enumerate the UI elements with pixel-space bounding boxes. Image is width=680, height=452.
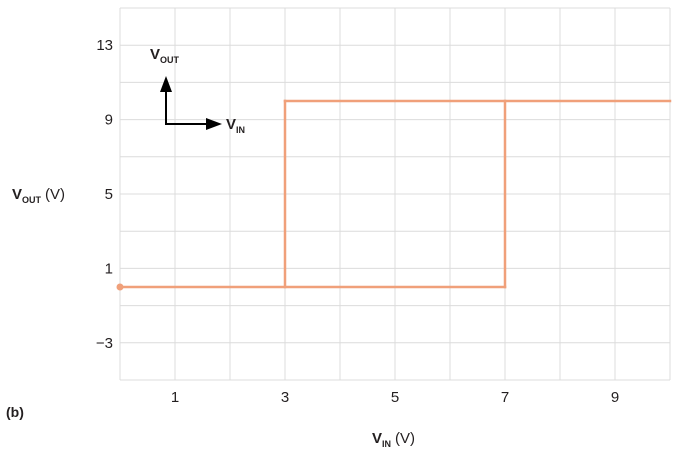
y-tick-labels: 13 9 5 1 −3	[96, 37, 113, 352]
x-axis-label-main: V	[372, 430, 382, 447]
panel-label: (b)	[6, 404, 24, 420]
inset-y-label-sub: OUT	[160, 55, 180, 65]
y-axis-label: VOUT (V)	[12, 186, 65, 205]
grid	[119, 7, 671, 381]
x-tick-label: 5	[391, 389, 399, 406]
y-axis-label-main: V	[12, 186, 22, 203]
series-start-marker	[116, 283, 124, 291]
inset-y-arrowhead	[160, 76, 172, 92]
inset-axis-annotation: VOUT VIN	[150, 46, 245, 135]
inset-x-label-sub: IN	[236, 125, 245, 135]
series-layer	[116, 99, 672, 291]
x-axis-label: VIN (V)	[372, 430, 415, 449]
x-tick-label: 9	[611, 389, 619, 406]
x-tick-label: 7	[501, 389, 509, 406]
inset-x-label-main: V	[226, 116, 236, 133]
y-tick-label: 13	[96, 37, 113, 54]
x-tick-labels: 1 3 5 7 9	[171, 389, 619, 406]
inset-y-arrow-label: VOUT	[150, 46, 180, 65]
x-tick-label: 1	[171, 389, 179, 406]
y-tick-label: 5	[105, 186, 113, 203]
x-axis-label-unit: (V)	[395, 430, 415, 447]
y-tick-label: −3	[96, 335, 113, 352]
inset-y-label-main: V	[150, 46, 160, 63]
x-axis-label-sub: IN	[382, 439, 391, 449]
y-tick-label: 1	[105, 260, 113, 277]
inset-x-arrowhead	[206, 118, 222, 130]
inset-x-arrow-label: VIN	[226, 116, 245, 135]
x-tick-label: 3	[281, 389, 289, 406]
y-axis-label-sub: OUT	[22, 195, 42, 205]
y-tick-label: 9	[105, 112, 113, 129]
y-axis-label-unit: (V)	[45, 186, 65, 203]
